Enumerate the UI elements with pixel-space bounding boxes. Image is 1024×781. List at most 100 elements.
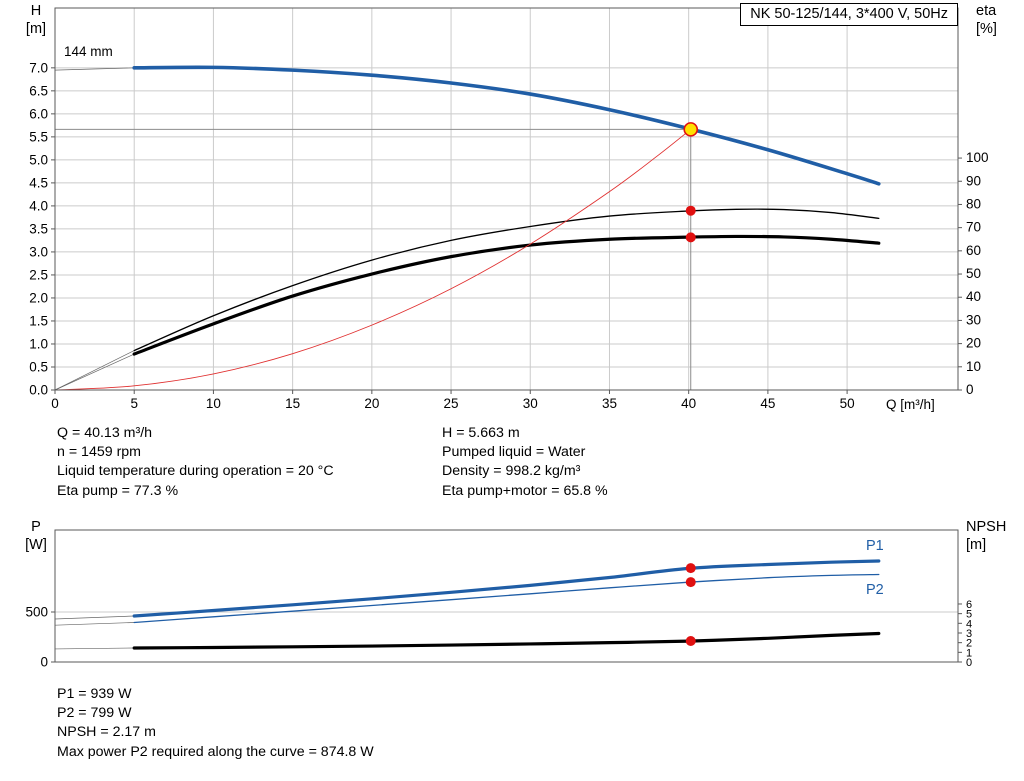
x-axis-tick-label: 50 <box>840 396 855 411</box>
right-axis-tick-label: 70 <box>966 220 981 235</box>
impeller-size-label: 144 mm <box>64 44 113 59</box>
left-axis-tick-label: 5.0 <box>29 152 48 167</box>
left-axis-tick-label: 3.0 <box>29 244 48 259</box>
duty-marker-dot <box>685 577 696 588</box>
left-axis-tick-label: 2.5 <box>29 267 48 282</box>
x-axis-tick-label: 35 <box>602 396 617 411</box>
p2-curve-label: P2 <box>866 582 884 598</box>
right-axis-tick-label: 6 <box>966 599 972 611</box>
right-axis-tick-label: 20 <box>966 336 981 351</box>
info-pumped-liquid: Pumped liquid = Water <box>442 444 586 461</box>
p-axis-label: P [W] <box>18 518 54 554</box>
duty-info-right-column: H = 5.663 m Pumped liquid = Water Densit… <box>442 424 608 501</box>
leader-line <box>54 353 135 391</box>
info-liquid-temperature: Liquid temperature during operation = 20… <box>57 463 334 480</box>
curve-p1 <box>132 559 881 618</box>
x-axis-tick-label: 0 <box>51 396 59 411</box>
duty-info-left-column: Q = 40.13 m³/h n = 1459 rpm Liquid tempe… <box>57 424 334 501</box>
curve-eta-pump <box>133 208 880 352</box>
left-axis-tick-label: 7.0 <box>29 60 48 75</box>
x-axis-tick-label: 25 <box>444 396 459 411</box>
leader-line <box>54 622 135 626</box>
right-axis-tick-label: 2 <box>966 638 972 650</box>
left-axis-tick-label: 6.5 <box>29 83 48 98</box>
right-axis-tick-label: 10 <box>966 359 981 374</box>
pump-title-box: NK 50-125/144, 3*400 V, 50Hz <box>740 3 958 26</box>
right-axis-tick-label: 0 <box>966 657 972 669</box>
left-axis-tick-label: 5.5 <box>29 129 48 144</box>
info-eta-pump: Eta pump = 77.3 % <box>57 482 179 499</box>
left-axis-tick-label: 4.5 <box>29 175 48 190</box>
left-axis-tick-label: 2.0 <box>29 290 48 305</box>
h-axis-label-line2: [m] <box>25 21 47 37</box>
info-p1: P1 = 939 W <box>57 686 132 702</box>
left-axis-tick-label: 4.0 <box>29 198 48 213</box>
left-axis-tick-label: 0.5 <box>29 359 48 374</box>
info-eta-pump-motor: Eta pump+motor = 65.8 % <box>442 482 608 499</box>
npsh-axis-label: NPSH [m] <box>966 518 1006 554</box>
curve-system-curve <box>54 128 692 391</box>
right-axis-tick-label: 3 <box>966 628 972 640</box>
hq-eta-chart: 0.0 0.5 1.0 1.5 2.0 2.5 3.0 3.5 4.0 4.5 5.0 5.5 6.0 6… <box>29 7 989 411</box>
leader-line <box>54 67 135 71</box>
x-axis-tick-label: 45 <box>760 396 775 411</box>
leader-line <box>54 350 135 391</box>
left-axis-tick-label: 0 <box>40 655 48 670</box>
duty-marker-dot <box>685 232 696 243</box>
x-axis-tick-label: 15 <box>285 396 300 411</box>
right-axis-tick-label: 90 <box>966 173 981 188</box>
eta-axis-label-line1: eta <box>976 3 997 19</box>
leader-line <box>54 615 135 620</box>
p1-curve-label: P1 <box>866 538 884 554</box>
left-axis-tick-label: 6.0 <box>29 106 48 121</box>
p-axis-label-line2: [W] <box>25 537 47 553</box>
eta-axis-label: eta [%] <box>976 2 997 38</box>
duty-marker-dot <box>685 563 696 574</box>
curve-p2 <box>133 573 880 624</box>
plot-frame <box>54 529 959 663</box>
duty-marker-dot <box>685 205 696 216</box>
left-axis-tick-label: 0.0 <box>29 383 48 398</box>
right-axis-tick-label: 0 <box>966 382 974 397</box>
x-axis-tick-label: 5 <box>130 396 138 411</box>
info-npsh: NPSH = 2.17 m <box>57 724 156 741</box>
duty-marker-dot <box>685 636 696 647</box>
curve-h-144-mm <box>132 65 881 186</box>
curve-eta-pump-plus-motor <box>132 234 881 356</box>
h-axis-label-line1: H <box>30 3 42 19</box>
right-axis-tick-label: 30 <box>966 312 981 327</box>
plot-frame <box>54 7 959 391</box>
leader-line <box>54 647 135 650</box>
right-axis-tick-label: 5 <box>966 609 972 621</box>
right-axis-tick-label: 60 <box>966 243 981 258</box>
npsh-axis-label-line2: [m] <box>966 537 987 553</box>
info-flow: Q = 40.13 m³/h <box>57 425 153 441</box>
eta-axis-label-line2: [%] <box>976 21 997 37</box>
h-axis-label: H [m] <box>18 2 54 38</box>
right-axis-tick-label: 4 <box>966 618 972 630</box>
info-density: Density = 998.2 kg/m³ <box>442 463 581 480</box>
npsh-axis-label-line1: NPSH <box>966 519 1007 535</box>
right-axis-tick-label: 40 <box>966 289 981 304</box>
left-axis-tick-label: 500 <box>25 605 48 620</box>
right-axis-tick-label: 1 <box>966 647 972 659</box>
curve-npsh <box>132 631 881 650</box>
x-axis-tick-label: 20 <box>364 396 379 411</box>
x-axis-tick-label: 30 <box>523 396 538 411</box>
right-axis-tick-label: 100 <box>966 150 989 165</box>
q-axis-label: Q [m³/h] <box>886 397 935 412</box>
info-head: H = 5.663 m <box>442 425 520 441</box>
left-axis-tick-label: 3.5 <box>29 221 48 236</box>
info-max-power-p2: Max power P2 required along the curve = … <box>57 743 374 760</box>
power-info-block: P1 = 939 W P2 = 799 W NPSH = 2.17 m Max … <box>57 685 374 762</box>
info-speed: n = 1459 rpm <box>57 444 141 461</box>
x-axis-tick-label: 40 <box>681 396 696 411</box>
operating-point-handle[interactable] <box>683 122 699 137</box>
right-axis-tick-label: 50 <box>966 266 981 281</box>
right-axis-tick-label: 80 <box>966 196 981 211</box>
x-axis-tick-label: 10 <box>206 396 221 411</box>
left-axis-tick-label: 1.5 <box>29 313 48 328</box>
info-p2: P2 = 799 W <box>57 705 132 722</box>
